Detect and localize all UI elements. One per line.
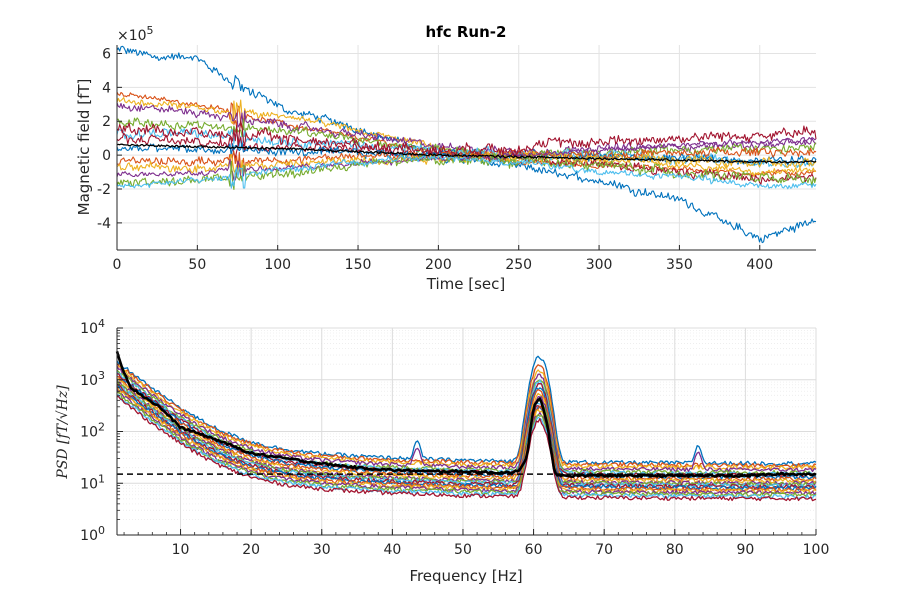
psd-x-tick-label: 100: [803, 542, 830, 558]
time-x-tick-label: 50: [188, 257, 206, 273]
psd-x-tick-label: 10: [172, 542, 190, 558]
psd-series-line: [116, 363, 817, 468]
psd-x-axis-label: Frequency [Hz]: [409, 567, 522, 585]
psd-x-tick-label: 30: [313, 542, 331, 558]
psd-series-line: [116, 384, 817, 489]
psd-y-tick-base: 10: [80, 373, 98, 389]
psd-series-lines: [115, 351, 817, 502]
time-x-tick-label: 250: [505, 257, 532, 273]
time-x-tick-label: 0: [113, 257, 122, 273]
psd-x-tick-label: 60: [525, 542, 543, 558]
psd-mean-line: [115, 351, 817, 479]
time-series-line: [116, 127, 817, 169]
time-y-multiplier-exp: 5: [147, 24, 154, 37]
time-y-axis-label: Magnetic field [fT]: [75, 79, 93, 216]
psd-y-tick-base: 10: [80, 476, 98, 492]
psd-y-tick-label: 101: [80, 472, 105, 492]
psd-x-tick-label: 20: [242, 542, 260, 558]
psd-series-line: [116, 375, 817, 482]
time-y-tick-label: -4: [97, 216, 111, 232]
psd-x-tick-label: 90: [736, 542, 754, 558]
time-y-tick-label: 0: [102, 148, 111, 164]
psd-y-tick-label: 103: [80, 369, 105, 389]
time-y-tick-label: 2: [102, 114, 111, 130]
psd-y-tick-label: 102: [80, 421, 105, 441]
psd-y-tick-exp: 0: [98, 524, 105, 537]
time-y-multiplier: ×105: [117, 24, 154, 44]
psd-x-tick-label: 50: [454, 542, 472, 558]
psd-x-tick-label: 70: [595, 542, 613, 558]
time-series-line: [116, 117, 817, 162]
time-x-tick-label: 400: [746, 257, 773, 273]
time-y-multiplier-base: ×10: [117, 28, 147, 44]
psd-series-line: [116, 388, 817, 496]
time-series-line: [116, 146, 817, 173]
psd-series-line: [116, 365, 817, 473]
psd-y-tick-base: 10: [80, 321, 98, 337]
psd-series-line: [116, 388, 817, 494]
time-series-line: [116, 102, 817, 156]
psd-y-tick-label: 100: [80, 524, 105, 544]
time-x-tick-label: 150: [345, 257, 372, 273]
time-x-axis-label: Time [sec]: [426, 275, 505, 293]
psd-y-axis-label: PSD [fT/√Hz]: [55, 385, 71, 480]
psd-series-line: [116, 395, 817, 502]
time-ticks: 0 50 100 150 200 250 300 350 400 -4 -2 0 2 4 6: [97, 46, 773, 273]
time-series-panel: 0 50 100 150 200 250 300 350 400 -4 -2 0 2 4 6 hfc Run…: [75, 23, 817, 293]
time-y-tick-label: 6: [102, 46, 111, 62]
psd-x-tick-label: 40: [383, 542, 401, 558]
psd-y-tick-base: 10: [80, 528, 98, 544]
psd-x-tick-label: 80: [666, 542, 684, 558]
psd-series-line: [116, 366, 817, 471]
time-series-lines: [116, 45, 817, 244]
time-y-tick-label: 4: [102, 80, 111, 96]
psd-y-tick-label: 104: [80, 317, 105, 337]
time-grid: [116, 45, 816, 250]
time-chart-title: hfc Run-2: [426, 23, 507, 41]
psd-y-tick-exp: 4: [98, 317, 105, 330]
time-series-line: [116, 120, 817, 157]
time-series-line: [116, 153, 817, 190]
time-x-tick-label: 200: [425, 257, 452, 273]
time-x-tick-label: 300: [586, 257, 613, 273]
psd-grid: [117, 327, 817, 536]
time-x-tick-label: 350: [666, 257, 693, 273]
psd-y-tick-exp: 3: [98, 369, 105, 382]
psd-y-tick-base: 10: [80, 425, 98, 441]
time-x-tick-label: 100: [264, 257, 291, 273]
psd-y-tick-exp: 1: [98, 472, 105, 485]
time-y-tick-label: -2: [97, 182, 111, 198]
psd-y-tick-exp: 2: [98, 421, 105, 434]
time-mean-line: [116, 143, 817, 164]
